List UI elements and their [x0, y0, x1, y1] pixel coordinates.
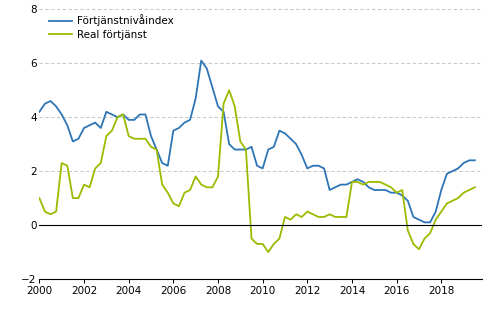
Line: Förtjänstnivåindex: Förtjänstnivåindex [39, 60, 475, 222]
Förtjänstnivåindex [360, 180, 366, 184]
Real förtjänst [226, 88, 232, 92]
Förtjänstnivåindex [220, 110, 226, 114]
Förtjänstnivåindex [154, 148, 159, 151]
Real förtjänst [143, 137, 149, 141]
Real förtjänst [265, 250, 271, 254]
Förtjänstnivåindex [293, 142, 299, 146]
Legend: Förtjänstnivåindex, Real förtjänst: Förtjänstnivåindex, Real förtjänst [49, 15, 174, 40]
Real förtjänst [210, 185, 215, 189]
Förtjänstnivåindex [472, 158, 478, 162]
Förtjänstnivåindex [215, 104, 221, 108]
Real förtjänst [299, 215, 305, 219]
Förtjänstnivåindex [143, 113, 149, 116]
Real förtjänst [215, 175, 221, 178]
Förtjänstnivåindex [422, 220, 428, 224]
Förtjänstnivåindex [198, 59, 204, 62]
Real förtjänst [472, 185, 478, 189]
Förtjänstnivåindex [36, 110, 42, 114]
Real förtjänst [366, 180, 371, 184]
Line: Real förtjänst: Real förtjänst [39, 90, 475, 252]
Real förtjänst [154, 148, 159, 151]
Real förtjänst [36, 196, 42, 200]
